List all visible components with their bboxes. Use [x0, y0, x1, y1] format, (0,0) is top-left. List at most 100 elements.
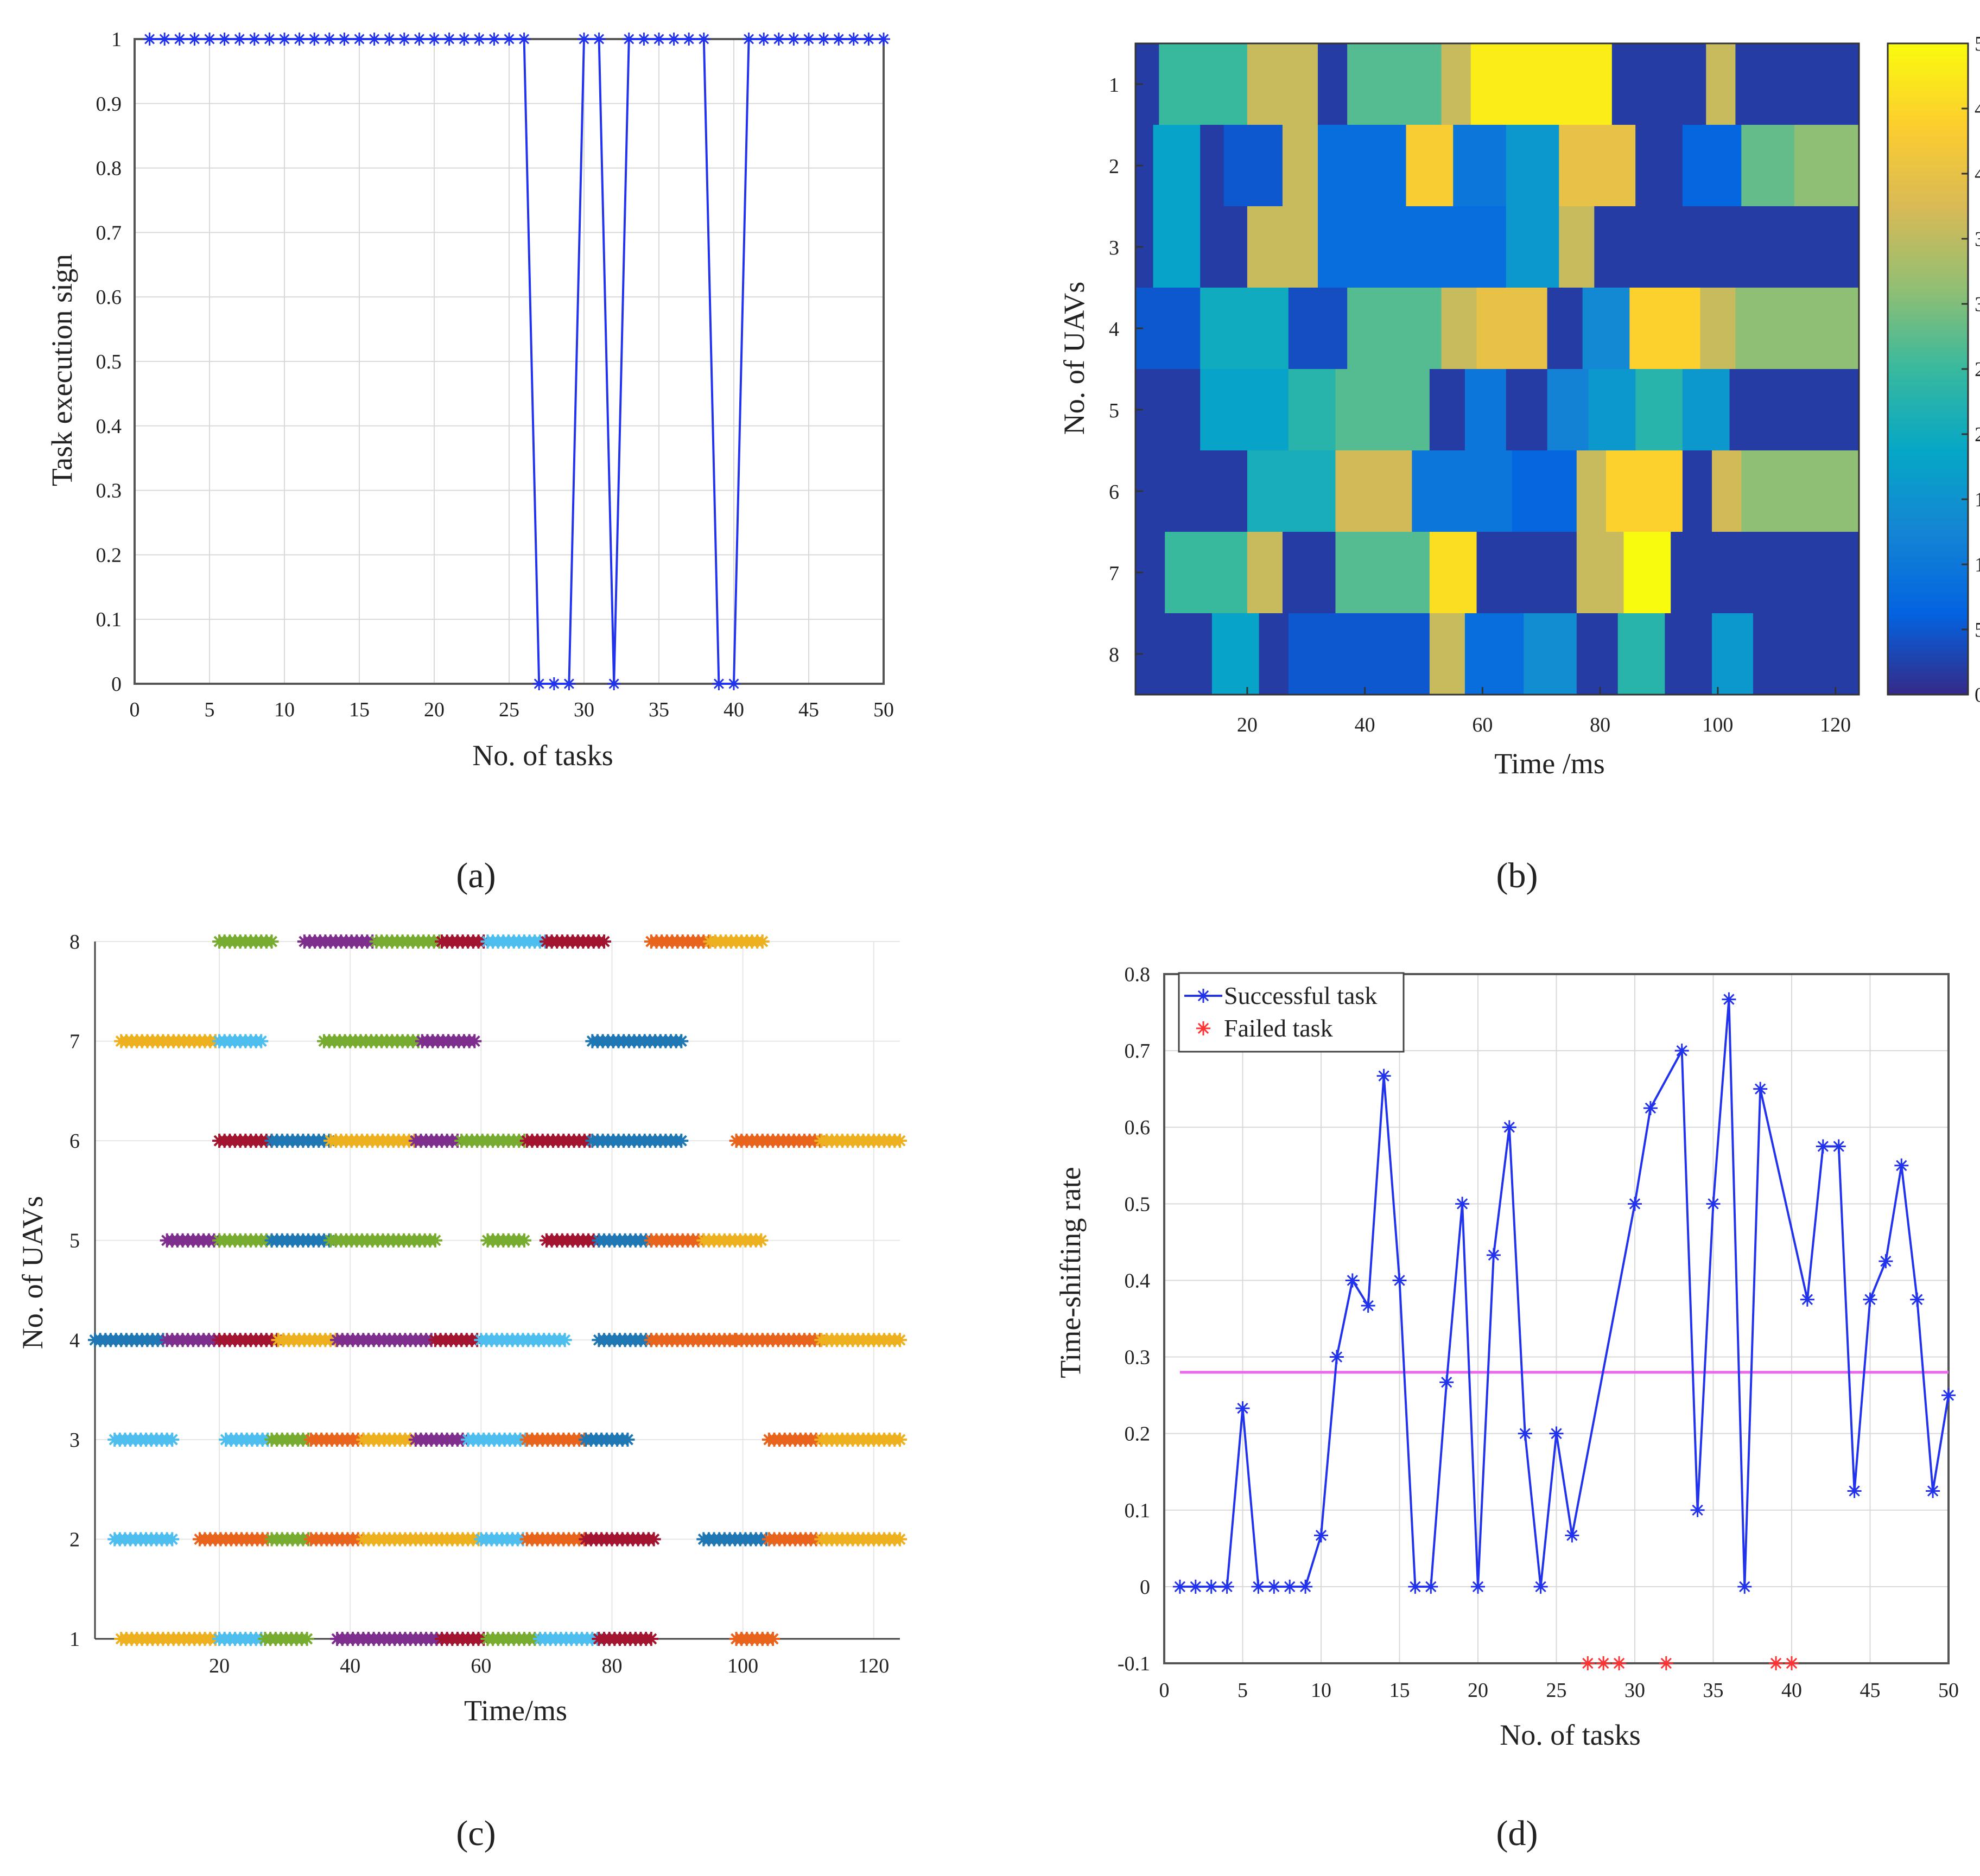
- schedule-marker: [517, 1233, 531, 1248]
- data-point: [622, 33, 636, 46]
- colorbar-tick-label: 25: [1975, 358, 1980, 381]
- x-tick-label: 15: [349, 698, 370, 721]
- successful-task-point: [1753, 1082, 1768, 1096]
- y-tick-label: 0.1: [1125, 1499, 1151, 1522]
- schedule-marker: [646, 1532, 661, 1547]
- successful-task-point: [1345, 1273, 1360, 1288]
- heatmap-cell: [1288, 288, 1348, 370]
- heatmap-cell: [1288, 613, 1430, 695]
- chart-d-ticks: 0 5 10 15 20 25 30 35 40 45 50 -0.1 0 0.1 0.2 0.3 0.4 0.5…: [1118, 963, 1959, 1702]
- y-tick-label: 1: [69, 1628, 80, 1651]
- colorbar-ticks: 0 5 10 15 20 25 30 35 40 45 50: [1962, 33, 1980, 707]
- y-tick-label: 6: [1109, 481, 1119, 504]
- heatmap-cell: [1559, 206, 1595, 288]
- y-tick-label: 0.8: [96, 157, 122, 180]
- successful-task-point: [1941, 1388, 1956, 1403]
- chart-a-xlabel: No. of tasks: [472, 739, 613, 772]
- data-point: [338, 33, 351, 46]
- schedule-marker: [467, 1034, 482, 1048]
- data-point: [278, 33, 291, 46]
- data-point: [817, 33, 830, 46]
- panel-label-d: (d): [1496, 1814, 1538, 1853]
- successful-task-point: [1847, 1484, 1862, 1498]
- heatmap-cell: [1476, 532, 1577, 614]
- heatmap-cell: [1629, 288, 1700, 370]
- schedule-marker: [597, 934, 612, 949]
- chart-a-ylabel: Task execution sign: [46, 254, 78, 486]
- schedule-marker: [165, 1532, 180, 1547]
- chart-b-ylabel: No. of UAVs: [1058, 282, 1090, 435]
- heatmap-cell: [1524, 613, 1577, 695]
- schedule-marker: [557, 1333, 572, 1347]
- successful-task-point: [1926, 1484, 1940, 1498]
- successful-task-point: [1643, 1101, 1658, 1115]
- chart-c-xlabel: Time/ms: [464, 1694, 567, 1727]
- data-point: [322, 33, 336, 46]
- legend-box: [1178, 972, 1405, 1053]
- heatmap-cell: [1453, 125, 1507, 207]
- data-point: [158, 33, 172, 46]
- y-tick-label: 7: [1109, 562, 1119, 585]
- heatmap-cell: [1247, 206, 1318, 288]
- heatmap-cell: [1441, 288, 1477, 370]
- chart-a-ticks: 0 5 10 15 20 25 30 35 40 45 50 0 0.1 0.2 0.3 0.4 0.5 0.6 0…: [96, 28, 894, 721]
- schedule-marker: [893, 1333, 907, 1347]
- data-point: [877, 33, 890, 46]
- failed-task-point: [1596, 1656, 1611, 1670]
- chart-a-series: [143, 33, 890, 690]
- successful-task-point: [1674, 1044, 1689, 1058]
- y-tick-label: 0.7: [96, 221, 122, 244]
- successful-task-point: [1172, 1579, 1187, 1594]
- successful-task-point: [1910, 1292, 1925, 1307]
- successful-task-point: [1471, 1579, 1485, 1594]
- heatmap-cell: [1735, 288, 1860, 370]
- x-tick-label: 80: [601, 1655, 622, 1677]
- heatmap-cell: [1712, 613, 1754, 695]
- heatmap-cell: [1671, 532, 1860, 614]
- data-point: [263, 33, 276, 46]
- chart-d-series: [1172, 992, 1956, 1670]
- y-tick-label: 0.5: [1125, 1193, 1151, 1216]
- chart-d-xlabel: No. of tasks: [1500, 1719, 1640, 1751]
- heatmap-cell: [1317, 125, 1407, 207]
- x-tick-label: 50: [1938, 1679, 1959, 1702]
- schedule-marker: [893, 1432, 907, 1447]
- successful-task-point: [1722, 992, 1736, 1007]
- heatmap-cell: [1665, 613, 1712, 695]
- chart-b-ticks: 20 40 60 80 100 120 1 2 3 4 5 6 7 8: [1109, 74, 1851, 736]
- data-point: [428, 33, 441, 46]
- chart-d-frame: [1163, 973, 1950, 1664]
- x-tick-label: 20: [209, 1655, 230, 1677]
- colorbar-tick-label: 30: [1975, 293, 1980, 316]
- successful-task-point: [1816, 1139, 1830, 1154]
- x-tick-label: 30: [574, 698, 594, 721]
- data-point: [832, 33, 846, 46]
- heatmap-cell: [1559, 125, 1636, 207]
- successful-task-point: [1376, 1069, 1391, 1083]
- panel-label-c: (c): [456, 1814, 496, 1853]
- heatmap-cell: [1200, 125, 1224, 207]
- y-tick-label: -0.1: [1118, 1652, 1150, 1675]
- successful-task-point: [1392, 1273, 1407, 1288]
- failed-task-point: [1769, 1656, 1784, 1670]
- data-point: [607, 677, 621, 690]
- heatmap-cell: [1135, 450, 1248, 532]
- x-tick-label: 45: [1860, 1679, 1881, 1702]
- successful-task-point: [1188, 1579, 1203, 1594]
- chart-b-xlabel: Time /ms: [1494, 747, 1605, 780]
- x-tick-label: 10: [274, 698, 295, 721]
- colorbar-tick-label: 15: [1975, 488, 1980, 511]
- x-tick-label: 5: [205, 698, 215, 721]
- heatmap-cell: [1429, 369, 1465, 451]
- heatmap-cell: [1617, 613, 1665, 695]
- data-point: [862, 33, 875, 46]
- successful-task-line: [1179, 999, 1950, 1588]
- heatmap-cell: [1165, 532, 1248, 614]
- data-point: [472, 33, 486, 46]
- schedule-marker: [300, 1632, 314, 1646]
- schedule-marker: [674, 1034, 689, 1048]
- successful-task-point: [1706, 1197, 1721, 1211]
- heatmap-cell: [1429, 613, 1465, 695]
- failed-task-point: [1785, 1656, 1799, 1670]
- heatmap-cell: [1288, 369, 1336, 451]
